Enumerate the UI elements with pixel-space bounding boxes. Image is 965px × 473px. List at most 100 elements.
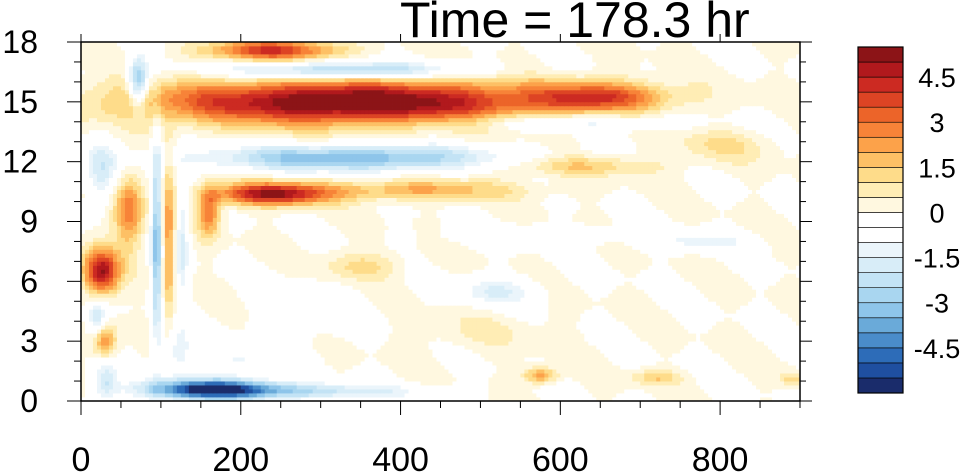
heatmap-cell	[404, 289, 409, 294]
heatmap-cell	[208, 297, 214, 302]
heatmap-cell	[616, 293, 621, 298]
heatmap-cell	[784, 369, 789, 374]
heatmap-cell	[604, 381, 609, 386]
heatmap-cell	[768, 385, 773, 390]
heatmap-cell	[96, 305, 102, 310]
heatmap-cell	[728, 373, 733, 378]
heatmap-cell	[488, 357, 493, 362]
heatmap-cell	[704, 365, 709, 370]
heatmap-cell	[512, 337, 517, 342]
heatmap-cell	[440, 385, 445, 390]
heatmap-cell	[504, 397, 509, 402]
heatmap-cell	[344, 301, 350, 306]
heatmap-cell	[652, 333, 657, 338]
heatmap-cell	[388, 333, 393, 338]
heatmap-cell	[356, 381, 362, 386]
heatmap-cell	[572, 301, 577, 306]
heatmap-cell	[160, 389, 166, 394]
heatmap-cell	[196, 373, 202, 378]
heatmap-cell	[600, 369, 605, 374]
heatmap-cell	[124, 341, 130, 346]
heatmap-cell	[588, 353, 593, 358]
heatmap-cell	[728, 337, 733, 342]
heatmap-cell	[752, 317, 757, 322]
heatmap-cell	[624, 309, 629, 314]
heatmap-cell	[160, 393, 166, 398]
heatmap-cell	[232, 293, 238, 298]
heatmap-cell	[700, 389, 705, 394]
heatmap-cell	[192, 289, 198, 294]
heatmap-cell	[376, 333, 381, 338]
heatmap-cell	[164, 357, 170, 362]
heatmap-cell	[708, 321, 713, 326]
heatmap-cell	[136, 289, 142, 294]
heatmap-cell	[268, 305, 274, 310]
heatmap-cell	[708, 369, 713, 374]
heatmap-cell	[268, 381, 274, 386]
heatmap-cell	[388, 365, 393, 370]
heatmap-cell	[176, 293, 182, 298]
heatmap-cell	[696, 373, 701, 378]
heatmap-cell	[408, 297, 413, 302]
heatmap-cell	[728, 369, 733, 374]
heatmap-cell	[128, 365, 134, 370]
heatmap-cell	[792, 377, 797, 382]
heatmap-cell	[440, 369, 445, 374]
heatmap-cell	[544, 345, 549, 350]
heatmap-cell	[204, 317, 210, 322]
heatmap-cell	[212, 393, 218, 398]
heatmap-cell	[244, 345, 250, 350]
heatmap-cell	[152, 377, 158, 382]
heatmap-cell	[668, 357, 673, 362]
heatmap-cell	[92, 377, 98, 382]
heatmap-cell	[156, 341, 162, 346]
heatmap-cell	[476, 357, 481, 362]
heatmap-cell	[280, 373, 286, 378]
heatmap-cell	[408, 329, 413, 334]
heatmap-cell	[416, 369, 421, 374]
heatmap-cell	[432, 393, 437, 398]
heatmap-cell	[124, 313, 130, 318]
heatmap-cell	[132, 297, 138, 302]
heatmap-cell	[376, 289, 381, 294]
heatmap-cell	[100, 393, 106, 398]
heatmap-cell	[596, 301, 601, 306]
heatmap-cell	[328, 293, 334, 298]
heatmap-cell	[672, 377, 677, 382]
heatmap-cell	[368, 313, 373, 318]
heatmap-cell	[312, 309, 318, 314]
heatmap-cell	[256, 325, 262, 330]
heatmap-cell	[176, 329, 182, 334]
heatmap-cell	[116, 289, 122, 294]
heatmap-cell	[668, 389, 673, 394]
heatmap-cell	[596, 297, 601, 302]
heatmap-cell	[132, 385, 138, 390]
heatmap-cell	[184, 369, 190, 374]
heatmap-cell	[776, 389, 781, 394]
heatmap-cell	[608, 341, 613, 346]
heatmap-cell	[580, 341, 585, 346]
heatmap-cell	[260, 369, 266, 374]
heatmap-cell	[96, 321, 102, 326]
heatmap-cell	[440, 397, 445, 402]
heatmap-cell	[616, 381, 621, 386]
heatmap-cell	[184, 317, 190, 322]
heatmap-cell	[220, 325, 226, 330]
heatmap-cell	[684, 309, 689, 314]
heatmap-cell	[224, 377, 230, 382]
heatmap-cell	[548, 333, 553, 338]
heatmap-cell	[500, 329, 505, 334]
heatmap-cell	[600, 325, 605, 330]
heatmap-cell	[324, 381, 330, 386]
heatmap-cell	[752, 381, 757, 386]
heatmap-cell	[712, 313, 717, 318]
heatmap-cell	[568, 345, 573, 350]
heatmap-cell	[688, 377, 693, 382]
heatmap-cell	[376, 357, 381, 362]
heatmap-cell	[428, 305, 433, 310]
heatmap-cell	[220, 361, 226, 366]
heatmap-cell	[716, 389, 721, 394]
heatmap-cell	[640, 393, 645, 398]
heatmap-cell	[616, 313, 621, 318]
heatmap-cell	[340, 325, 346, 330]
